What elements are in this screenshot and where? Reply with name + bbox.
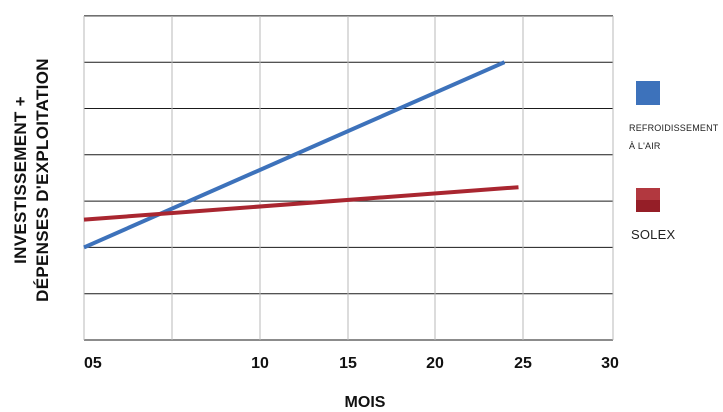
y-axis-label: INVESTISSEMENT + DÉPENSES D'EXPLOITATION <box>2 20 62 340</box>
y-axis-label-line-1: INVESTISSEMENT + <box>11 96 30 264</box>
series-lines <box>83 60 519 250</box>
legend-label-air-line-1: REFROIDISSEMENT <box>629 123 719 133</box>
x-axis-label: MOIS <box>344 394 386 411</box>
x-tick-label: 25 <box>514 355 532 372</box>
series-line-solex <box>83 185 519 222</box>
x-tick-label: 20 <box>426 355 444 372</box>
x-tick-label: 30 <box>601 355 619 372</box>
legend-swatch-solex <box>636 188 660 212</box>
x-tick-label: 10 <box>251 355 269 372</box>
legend-swatch-air <box>636 81 660 105</box>
grid <box>83 15 614 341</box>
legend-label-air-line-2: À L'AIR <box>629 141 661 151</box>
x-tick-labels: 05 10 15 20 25 30 <box>84 355 619 372</box>
series-line-air <box>83 60 506 250</box>
x-tick-label: 15 <box>339 355 357 372</box>
x-tick-label: 05 <box>84 355 102 372</box>
legend-label-solex: SOLEX <box>631 227 676 242</box>
y-axis-label-line-2: DÉPENSES D'EXPLOITATION <box>33 58 52 302</box>
